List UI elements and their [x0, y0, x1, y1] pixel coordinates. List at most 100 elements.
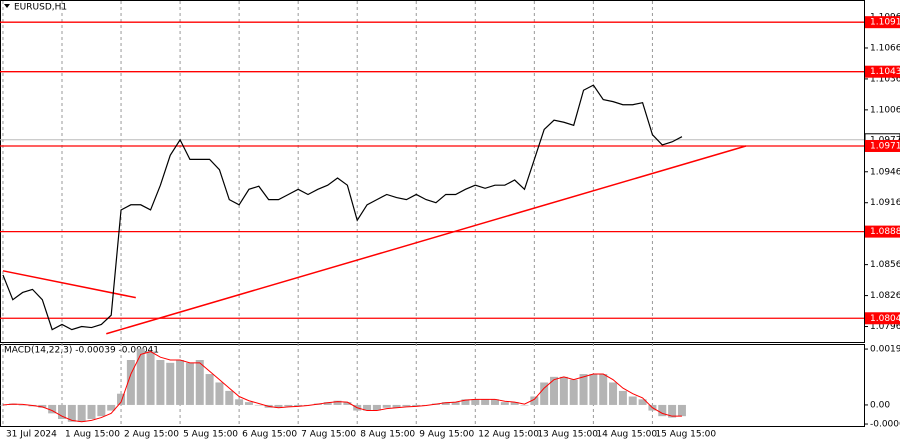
- macd-bar: [589, 374, 598, 405]
- y-tick-label: 1.1036: [870, 74, 900, 84]
- x-tick-label: 12 Aug 15:00: [478, 430, 539, 440]
- macd-bar: [294, 404, 303, 407]
- trend-line: [106, 145, 747, 335]
- y-tick-label: 1.0826: [870, 291, 900, 301]
- macd-bar: [185, 362, 194, 405]
- macd-bar: [638, 399, 647, 405]
- macd-bar: [451, 402, 460, 405]
- macd-bar: [441, 402, 450, 405]
- macd-title: MACD(14,22,3) -0.00039 -0.00041: [4, 346, 159, 356]
- macd-bar: [471, 399, 480, 405]
- level-label: 1.1091: [870, 18, 900, 28]
- macd-bar: [136, 348, 145, 405]
- macd-bar: [205, 374, 214, 405]
- macd-bar: [333, 400, 342, 405]
- macd-bar: [550, 376, 559, 405]
- macd-bar: [520, 404, 529, 406]
- y-tick-label: 0.00199: [870, 345, 900, 355]
- y-tick-label: 1.0916: [870, 198, 900, 208]
- macd-bar: [126, 360, 135, 405]
- macd-bar: [559, 376, 568, 405]
- macd-bar: [107, 404, 116, 411]
- x-tick-label: 15 Aug 15:00: [655, 430, 716, 440]
- macd-bar: [176, 360, 185, 405]
- x-tick-label: 1 Aug 15:00: [65, 430, 120, 440]
- macd-bar: [402, 404, 411, 407]
- macd-bar: [254, 404, 263, 406]
- macd-bar: [57, 404, 66, 419]
- macd-bar: [658, 404, 667, 417]
- macd-bar: [412, 404, 421, 407]
- menu-arrow: [4, 4, 10, 8]
- macd-bar: [18, 404, 27, 406]
- price-line: [2, 84, 683, 331]
- level-tag: [865, 16, 900, 29]
- macd-bar: [244, 402, 253, 405]
- macd-bar: [490, 399, 499, 405]
- price-panel: [0, 0, 865, 343]
- x-tick-label: 9 Aug 15:00: [419, 430, 474, 440]
- y-tick-label: -0.00068: [870, 420, 900, 430]
- macd-bar: [67, 404, 76, 422]
- x-tick-label: 6 Aug 15:00: [242, 430, 297, 440]
- macd-bar: [668, 404, 677, 418]
- x-tick-label: 5 Aug 15:00: [183, 430, 238, 440]
- macd-bar: [461, 399, 470, 405]
- macd-bar: [117, 393, 126, 405]
- level-tag: [865, 65, 900, 78]
- macd-bar: [609, 382, 618, 405]
- macd-bar: [382, 404, 391, 408]
- macd-bar: [510, 402, 519, 405]
- macd-bar: [392, 404, 401, 408]
- x-tick-label: 2 Aug 15:00: [124, 430, 179, 440]
- macd-bar: [195, 360, 204, 405]
- macd-bar: [323, 402, 332, 405]
- macd-bar: [166, 362, 175, 405]
- macd-bar: [481, 399, 490, 405]
- macd-bar: [540, 382, 549, 405]
- macd-bar: [77, 404, 86, 422]
- macd-bar: [569, 379, 578, 405]
- y-tick-label: 1.1006: [870, 105, 900, 115]
- y-tick-label: 1.0856: [870, 260, 900, 270]
- macd-bar: [343, 402, 352, 405]
- chart-title: EURUSD,H1: [14, 3, 67, 13]
- y-tick-label: 1.0796: [870, 322, 900, 332]
- x-tick-label: 14 Aug 15:00: [596, 430, 657, 440]
- macd-bar: [530, 396, 539, 405]
- signal-line: [2, 351, 682, 423]
- x-tick-label: 8 Aug 15:00: [360, 430, 415, 440]
- macd-bar: [284, 404, 293, 407]
- level-tag: [865, 225, 900, 238]
- x-tick-label: 13 Aug 15:00: [537, 430, 598, 440]
- macd-bar: [38, 404, 47, 408]
- macd-bar: [274, 404, 283, 408]
- macd-bar: [87, 404, 96, 419]
- macd-bar: [500, 402, 509, 405]
- macd-bar: [235, 399, 244, 405]
- macd-bar: [156, 360, 165, 405]
- level-label: 1.0971: [870, 141, 900, 151]
- level-label: 1.0804: [870, 314, 900, 324]
- macd-bar: [146, 351, 155, 405]
- y-tick-label: 1.1066: [870, 43, 900, 53]
- macd-bar: [215, 382, 224, 405]
- x-tick-label: 31 Jul 2024: [6, 430, 57, 440]
- macd-bar: [599, 374, 608, 405]
- macd-bar: [97, 404, 106, 417]
- x-tick-label: 7 Aug 15:00: [301, 430, 356, 440]
- y-tick-label: 0.00: [870, 400, 890, 410]
- level-label: 1.1043: [870, 67, 900, 77]
- level-label: 1.0888: [870, 227, 900, 237]
- macd-bar: [579, 374, 588, 405]
- macd-bar: [225, 390, 234, 405]
- level-tag: [865, 312, 900, 325]
- macd-bar: [677, 404, 686, 417]
- level-tag: [865, 139, 900, 152]
- macd-bar: [363, 404, 372, 411]
- macd-bar: [618, 390, 627, 405]
- macd-bar: [628, 396, 637, 405]
- macd-bar: [372, 404, 381, 411]
- y-tick-label: 1.0946: [870, 167, 900, 177]
